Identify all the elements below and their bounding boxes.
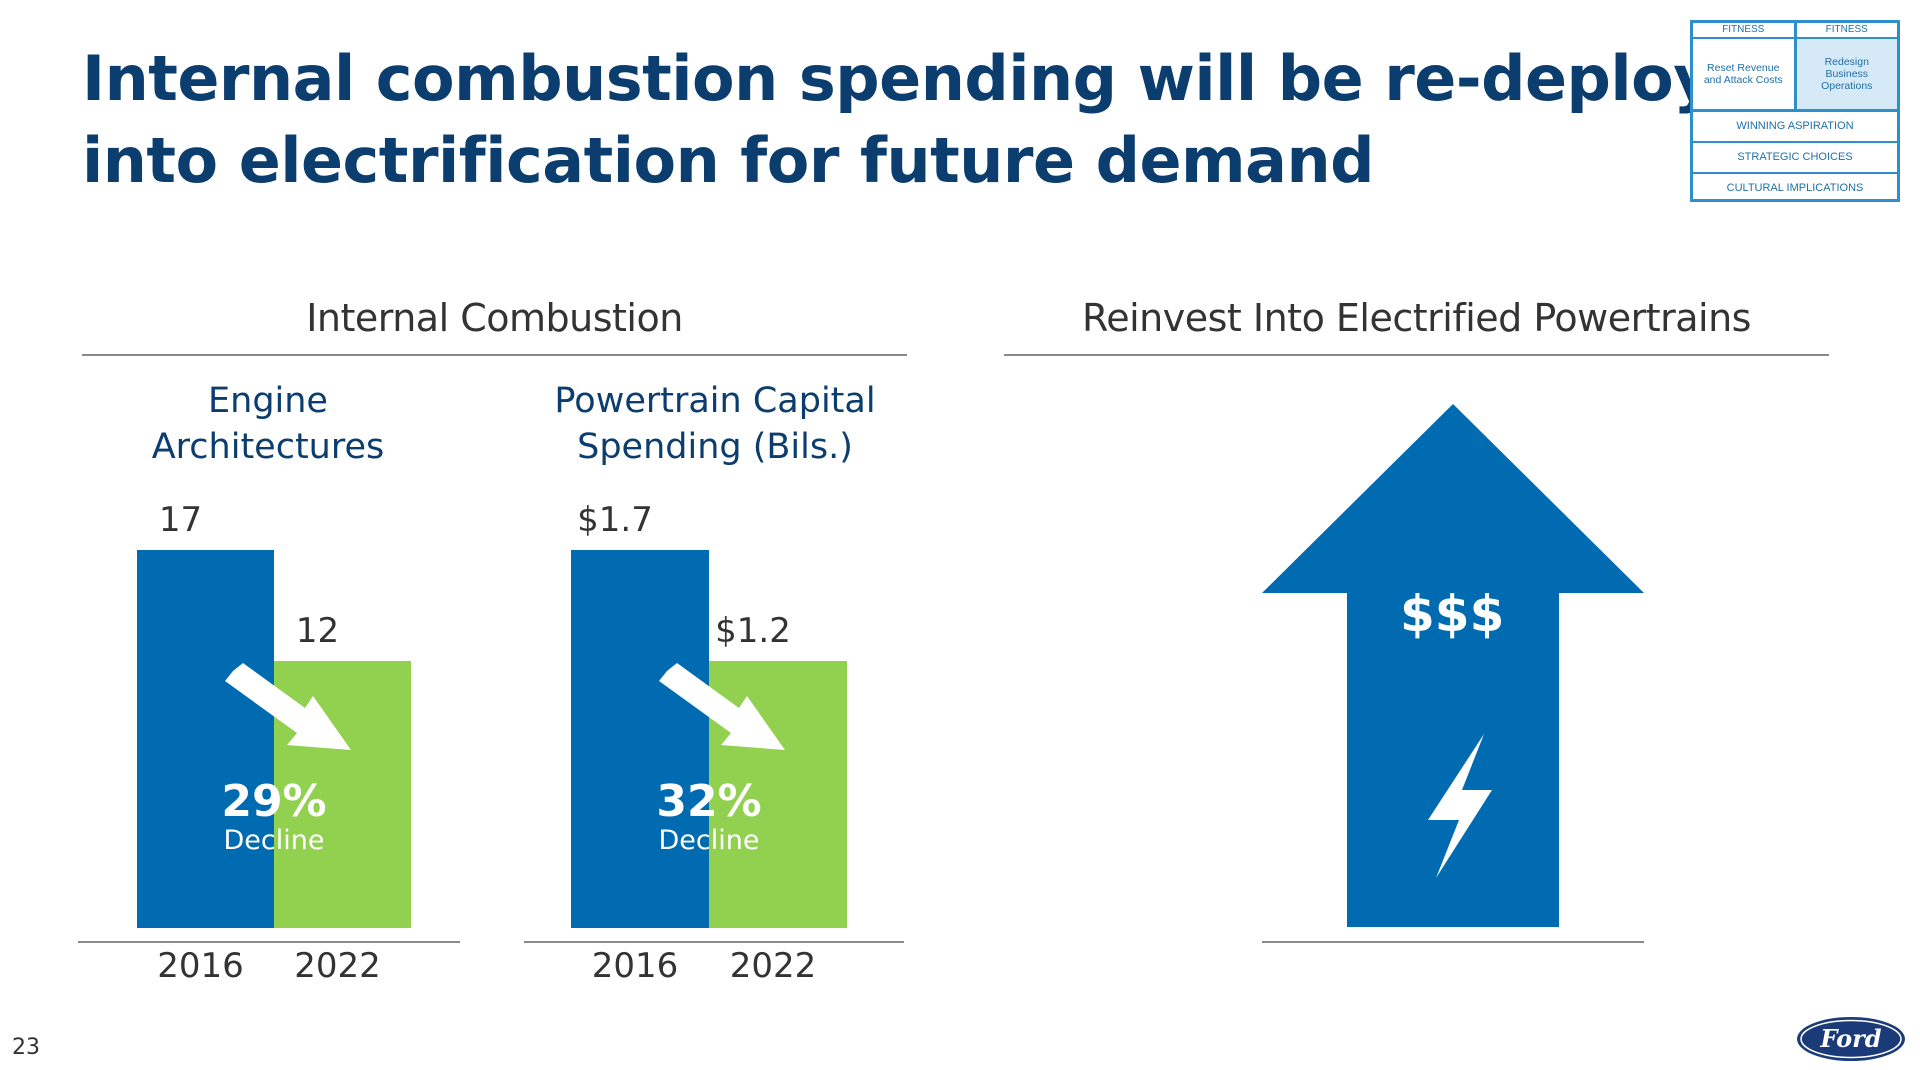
x-tick-label-2016: 2016 xyxy=(591,946,679,986)
page-number: 23 xyxy=(12,1035,40,1060)
framework-row-strategic-choices: STRATEGIC CHOICES xyxy=(1693,143,1897,174)
x-tick-label-2022: 2022 xyxy=(294,946,381,986)
chart-title-engine-architectures: Engine Architectures xyxy=(118,378,418,470)
framework-fitness-cell-2: FITNESS Redesign Business Operations xyxy=(1793,23,1897,109)
chart-title-line: Engine xyxy=(208,381,328,421)
section-heading-internal-combustion: Internal Combustion xyxy=(306,296,683,340)
chart-title-line: Powertrain Capital xyxy=(554,381,876,421)
svg-text:Ford: Ford xyxy=(1819,1024,1881,1053)
decline-percent: 32% xyxy=(656,776,762,827)
slide-title: Internal combustion spending will be re-… xyxy=(82,38,1799,202)
reinvest-up-arrow-icon xyxy=(1262,404,1644,927)
x-tick-label-2016: 2016 xyxy=(157,946,244,986)
section-divider-left xyxy=(82,354,907,356)
data-label-2022: $1.2 xyxy=(715,611,791,651)
slide-title-line-2: into electrification for future demand xyxy=(82,124,1375,197)
section-divider-right xyxy=(1004,354,1829,356)
decline-arrow-icon xyxy=(659,663,785,750)
decline-annotation: 29% Decline xyxy=(194,778,354,856)
ford-logo: Ford xyxy=(1797,1017,1905,1061)
decline-percent: 29% xyxy=(221,776,327,827)
data-label-2016: $1.7 xyxy=(577,500,653,540)
section-heading-reinvest: Reinvest Into Electrified Powertrains xyxy=(1082,296,1751,340)
framework-row-cultural-implications: CULTURAL IMPLICATIONS xyxy=(1726,182,1864,194)
chart-title-line: Architectures xyxy=(151,427,385,467)
x-tick-label-2022: 2022 xyxy=(729,946,817,986)
chart-baseline xyxy=(78,941,460,943)
decline-arrow-icon xyxy=(225,663,351,750)
decline-annotation: 32% Decline xyxy=(629,778,789,856)
bar-2016 xyxy=(137,550,274,928)
lightning-bolt-icon xyxy=(1428,734,1492,878)
chart-title-line: Spending (Bils.) xyxy=(577,427,853,467)
framework-fitness-row: FITNESS Reset Revenue and Attack Costs F… xyxy=(1693,23,1897,112)
chart-title-powertrain-capital: Powertrain Capital Spending (Bils.) xyxy=(545,378,885,470)
data-label-2016: 17 xyxy=(158,500,203,540)
framework-cell-header: FITNESS xyxy=(1796,23,1897,39)
framework-fitness-cell-1: FITNESS Reset Revenue and Attack Costs xyxy=(1693,23,1794,109)
chart-baseline xyxy=(524,941,904,943)
decline-label: Decline xyxy=(658,825,760,856)
data-label-2022: 12 xyxy=(295,611,340,651)
framework-cell-body: Reset Revenue and Attack Costs xyxy=(1703,62,1783,86)
strategy-framework-diagram: FITNESS Reset Revenue and Attack Costs F… xyxy=(1690,20,1900,202)
decline-label: Decline xyxy=(223,825,325,856)
framework-cell-header: FITNESS xyxy=(1693,23,1794,39)
reinvest-dollars-label: $$$ xyxy=(1400,585,1505,643)
slide-title-line-1: Internal combustion spending will be re-… xyxy=(82,42,1799,115)
reinvest-baseline xyxy=(1262,941,1644,943)
framework-cell-body: Redesign Business Operations xyxy=(1796,39,1897,109)
framework-row-winning-aspiration: WINNING ASPIRATION xyxy=(1693,112,1897,143)
bar-2016 xyxy=(571,550,709,928)
